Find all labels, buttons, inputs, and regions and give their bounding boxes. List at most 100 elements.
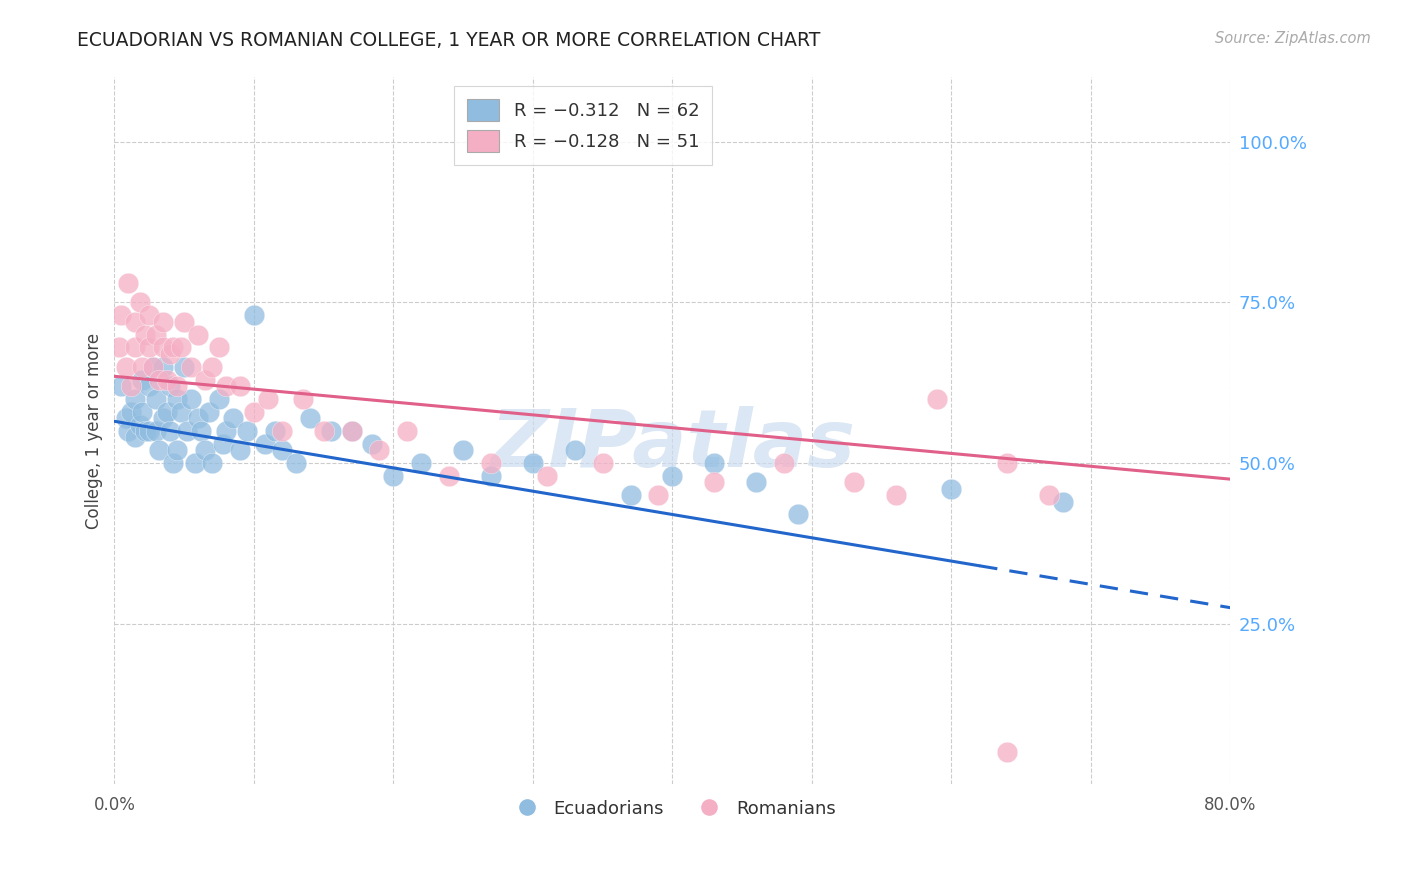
Point [592, 456, 614, 470]
Point [208, 340, 231, 354]
Point [194, 443, 217, 458]
Point [212, 437, 235, 451]
Point [201, 359, 224, 374]
Point [187, 327, 209, 342]
Point [138, 424, 160, 438]
Point [243, 404, 266, 418]
Point [291, 392, 314, 406]
Point [236, 424, 259, 438]
Point [124, 430, 146, 444]
Point [257, 392, 280, 406]
Point [243, 308, 266, 322]
Point [201, 456, 224, 470]
Point [522, 456, 544, 470]
Point [173, 359, 195, 374]
Point [180, 392, 202, 406]
Point [198, 404, 221, 418]
Point [162, 456, 184, 470]
Point [170, 404, 193, 418]
Point [184, 456, 207, 470]
Point [215, 379, 238, 393]
Point [1052, 494, 1074, 508]
Point [284, 456, 307, 470]
Point [411, 456, 433, 470]
Point [215, 424, 238, 438]
Point [117, 276, 139, 290]
Point [138, 340, 160, 354]
Text: ECUADORIAN VS ROMANIAN COLLEGE, 1 YEAR OR MORE CORRELATION CHART: ECUADORIAN VS ROMANIAN COLLEGE, 1 YEAR O… [77, 31, 821, 50]
Legend: Ecuadorians, Romanians: Ecuadorians, Romanians [502, 792, 844, 825]
Point [208, 392, 231, 406]
Point [156, 404, 179, 418]
Point [1038, 488, 1060, 502]
Point [340, 424, 363, 438]
Point [159, 424, 181, 438]
Point [647, 488, 669, 502]
Point [254, 437, 277, 451]
Point [368, 443, 391, 458]
Point [166, 392, 188, 406]
Point [222, 411, 245, 425]
Point [298, 411, 321, 425]
Point [194, 372, 217, 386]
Point [166, 379, 188, 393]
Point [114, 411, 136, 425]
Point [142, 359, 165, 374]
Point [162, 340, 184, 354]
Point [927, 392, 949, 406]
Point [884, 488, 907, 502]
Point [131, 372, 153, 386]
Point [703, 456, 725, 470]
Point [124, 340, 146, 354]
Point [786, 508, 808, 522]
Point [134, 424, 156, 438]
Point [187, 411, 209, 425]
Point [479, 469, 502, 483]
Point [451, 443, 474, 458]
Point [159, 347, 181, 361]
Point [152, 315, 174, 329]
Point [190, 424, 212, 438]
Point [229, 443, 252, 458]
Point [152, 340, 174, 354]
Point [148, 372, 170, 386]
Point [312, 424, 335, 438]
Y-axis label: College, 1 year or more: College, 1 year or more [86, 333, 103, 529]
Point [745, 475, 768, 490]
Point [148, 443, 170, 458]
Point [382, 469, 405, 483]
Point [107, 340, 129, 354]
Point [619, 488, 641, 502]
Point [229, 379, 252, 393]
Point [131, 404, 153, 418]
Point [176, 424, 198, 438]
Point [117, 424, 139, 438]
Point [661, 469, 683, 483]
Point [114, 359, 136, 374]
Point [270, 443, 292, 458]
Point [536, 469, 558, 483]
Point [128, 295, 150, 310]
Point [941, 482, 963, 496]
Point [156, 372, 179, 386]
Point [124, 392, 146, 406]
Text: Source: ZipAtlas.com: Source: ZipAtlas.com [1215, 31, 1371, 46]
Point [361, 437, 384, 451]
Point [142, 359, 165, 374]
Point [145, 327, 167, 342]
Point [131, 359, 153, 374]
Point [170, 340, 193, 354]
Point [120, 404, 142, 418]
Point [340, 424, 363, 438]
Point [180, 359, 202, 374]
Point [152, 359, 174, 374]
Point [995, 456, 1018, 470]
Point [270, 424, 292, 438]
Point [396, 424, 419, 438]
Point [166, 443, 188, 458]
Point [159, 379, 181, 393]
Point [152, 411, 174, 425]
Point [110, 379, 132, 393]
Point [842, 475, 865, 490]
Point [145, 392, 167, 406]
